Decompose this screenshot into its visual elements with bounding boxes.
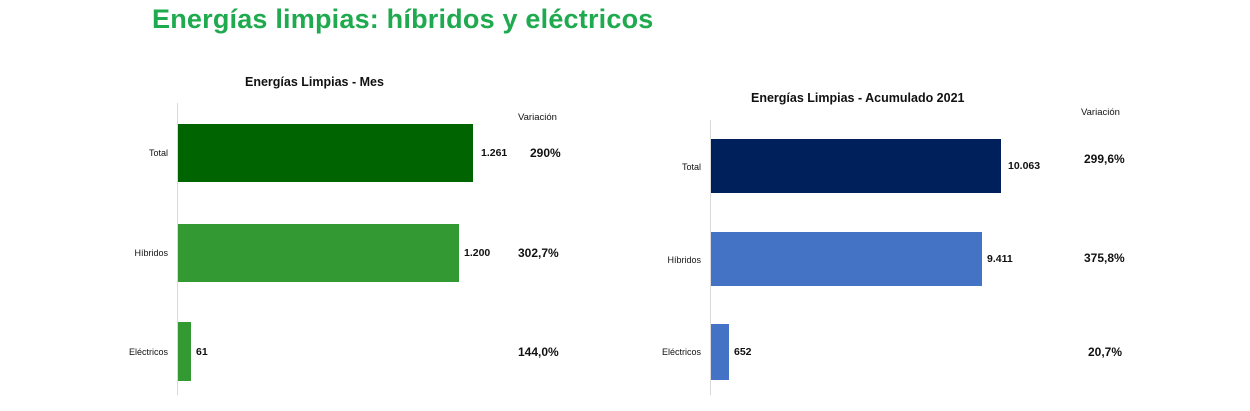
value-label: 10.063 [1008, 160, 1041, 172]
variation-value: 375,8% [1084, 251, 1125, 265]
variation-value: 20,7% [1088, 345, 1123, 359]
variation-header: Variación [1081, 107, 1120, 118]
bar-hibridos [178, 224, 459, 282]
value-label: 61 [196, 346, 208, 358]
variation-header: Variación [518, 112, 557, 123]
category-label: Total [148, 148, 168, 158]
bar-total [711, 139, 1001, 193]
category-label: Híbridos [134, 248, 168, 258]
bar-electricos [711, 324, 729, 380]
category-label: Eléctricos [661, 347, 701, 357]
variation-value: 290% [530, 146, 561, 160]
chart-title: Energías Limpias - Acumulado 2021 [751, 91, 965, 105]
value-label: 9.411 [987, 253, 1013, 265]
variation-value: 144,0% [518, 345, 559, 359]
category-label: Eléctricos [128, 347, 168, 357]
variation-value: 302,7% [518, 246, 559, 260]
y-axis-line [177, 103, 178, 395]
category-label: Híbridos [667, 255, 701, 265]
value-label: 652 [734, 346, 752, 358]
category-label: Total [681, 162, 701, 172]
variation-value: 299,6% [1084, 152, 1125, 166]
bar-hibridos [711, 232, 982, 286]
y-axis-line [710, 120, 711, 395]
bar-electricos [178, 322, 191, 381]
value-label: 1.200 [464, 247, 491, 259]
bar-total [178, 124, 473, 182]
value-label: 1.261 [481, 147, 508, 159]
chart-title: Energías Limpias - Mes [245, 75, 384, 89]
page-title: Energías limpias: híbridos y eléctricos [152, 4, 654, 34]
